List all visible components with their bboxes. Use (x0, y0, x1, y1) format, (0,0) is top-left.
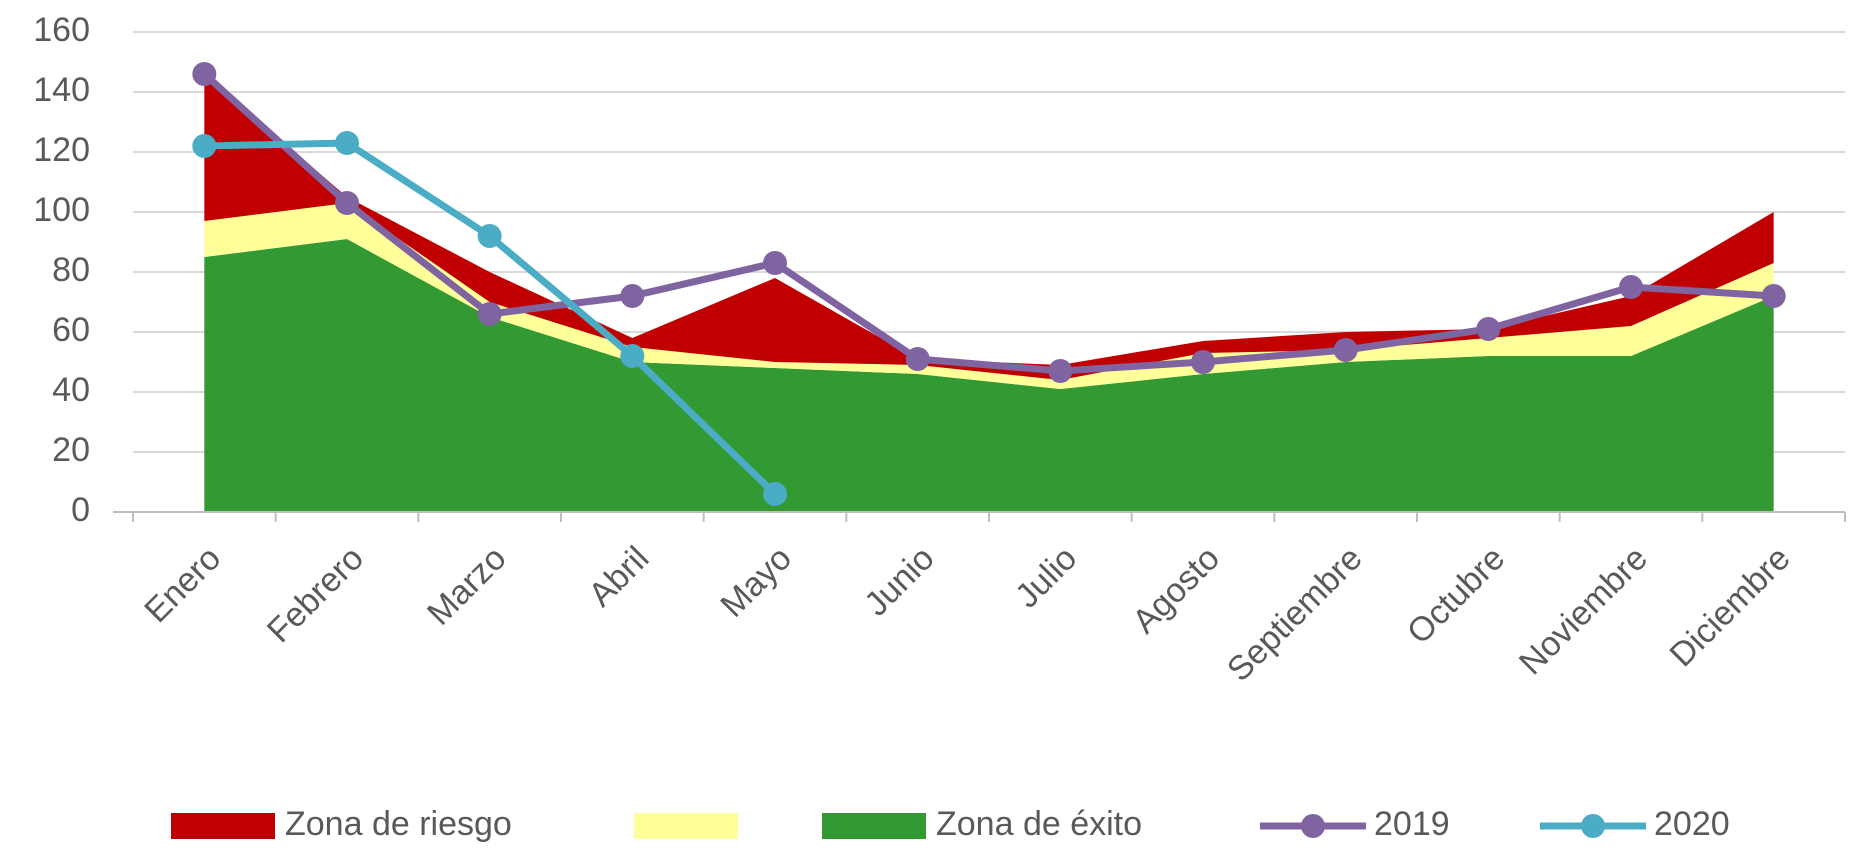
x-tick-label: Diciembre (1663, 539, 1798, 674)
marker (477, 302, 502, 326)
marker (763, 251, 787, 275)
legend-item: Zona de éxito (822, 805, 1142, 843)
y-tick-label: 160 (33, 11, 90, 49)
marker (335, 191, 359, 215)
marker (905, 347, 930, 371)
legend-label: 2019 (1374, 805, 1450, 843)
marker (1048, 359, 1073, 383)
marker (1476, 317, 1501, 341)
marker (1333, 338, 1358, 362)
x-tick-label: Junio (857, 539, 941, 623)
legend-item: 2019 (1260, 805, 1450, 843)
legend-marker (1581, 814, 1605, 838)
x-tick-label: Enero (137, 539, 228, 630)
legend-label: 2020 (1654, 805, 1730, 843)
x-tick-label: Abril (581, 539, 656, 614)
x-tick-label: Septiembre (1220, 539, 1370, 689)
marker (335, 131, 359, 155)
legend-item: 2020 (1540, 805, 1730, 843)
legend-label: Zona de éxito (936, 805, 1142, 843)
legend-label: Zona de riesgo (285, 805, 512, 843)
y-tick-label: 120 (33, 131, 90, 169)
marker (1761, 284, 1786, 308)
area (204, 239, 1774, 512)
marker (620, 344, 645, 368)
x-tick-label: Noviembre (1512, 539, 1655, 682)
legend-swatch (171, 813, 275, 839)
y-tick-label: 140 (33, 71, 90, 109)
marker (620, 284, 645, 308)
marker (1191, 350, 1215, 374)
x-tick-label: Julio (1008, 539, 1084, 615)
y-tick-label: 100 (33, 191, 90, 229)
y-tick-label: 0 (71, 491, 90, 529)
legend-item: Zona de riesgo (171, 805, 512, 843)
marker (477, 224, 502, 248)
y-tick-label: 40 (52, 371, 90, 409)
marker (192, 62, 217, 86)
marker (192, 134, 217, 158)
legend-item (634, 813, 738, 839)
y-tick-label: 60 (52, 311, 90, 349)
x-tick-label: Agosto (1125, 539, 1227, 641)
legend-swatch (634, 813, 738, 839)
x-tick-label: Marzo (420, 539, 514, 633)
area (204, 203, 1774, 389)
x-tick-label: Octubre (1400, 539, 1512, 651)
legend-marker (1301, 814, 1325, 838)
marker (763, 482, 787, 506)
y-tick-label: 80 (52, 251, 90, 289)
x-tick-label: Febrero (260, 539, 371, 650)
legend-swatch (822, 813, 926, 839)
x-tick-label: Mayo (713, 539, 799, 625)
marker (1619, 275, 1643, 299)
y-tick-label: 20 (52, 431, 90, 469)
line (201, 71, 1774, 375)
